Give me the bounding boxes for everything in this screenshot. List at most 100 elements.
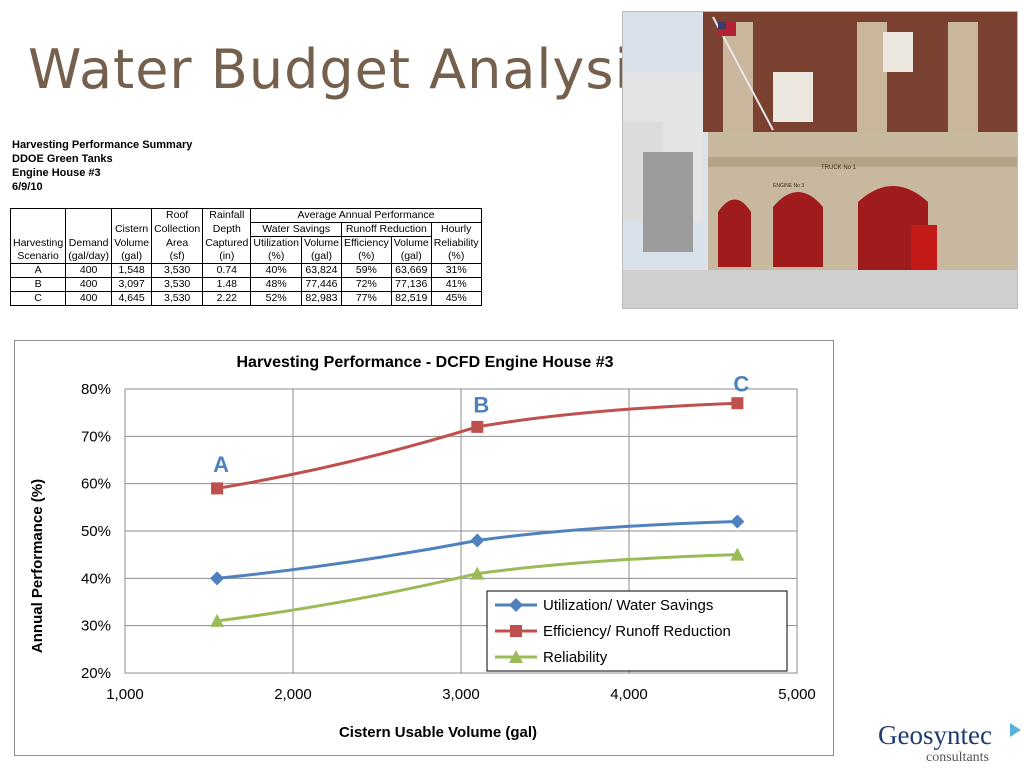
x-axis-label: Cistern Usable Volume (gal)	[339, 724, 537, 741]
table-cell: C	[9, 291, 67, 306]
point-annotation: A	[213, 452, 229, 477]
table-header-cell: Area	[151, 236, 204, 250]
data-point	[730, 514, 745, 529]
table-cell: 400	[65, 277, 113, 292]
table-header-cell: (%)	[340, 250, 392, 264]
performance-table: Roof Rainfall Average Annual Performance…	[9, 208, 482, 306]
table-cell: 3,530	[151, 263, 204, 278]
table-cell: 48%	[250, 277, 302, 292]
table-header-cell	[9, 208, 67, 223]
data-point	[471, 420, 484, 433]
data-point	[210, 571, 225, 586]
summary-line: 6/9/10	[12, 181, 43, 193]
table-header-cell: Scenario	[9, 250, 67, 264]
table-header-cell: Utilization	[250, 236, 302, 250]
x-tick-label: 4,000	[610, 686, 648, 703]
y-tick-label: 70%	[81, 428, 111, 445]
table-cell: 45%	[430, 291, 482, 306]
data-point	[730, 547, 745, 561]
y-axis-label: Annual Performance (%)	[29, 479, 46, 653]
table-cell: 1,548	[111, 263, 153, 278]
y-tick-label: 80%	[81, 381, 111, 398]
y-tick-label: 60%	[81, 476, 111, 493]
engine-house-photo-drawing: TRUCK No 1 ENGINE No 3	[623, 12, 1017, 308]
table-cell: 59%	[340, 263, 392, 278]
logo-triangle-icon	[1010, 723, 1021, 737]
table-header-cell: Demand	[65, 236, 113, 250]
plot-area	[124, 388, 798, 674]
table-header-cell: Cistern	[111, 222, 153, 237]
table-cell: 63,669	[390, 263, 432, 278]
engine-sign: ENGINE No 3	[773, 183, 804, 189]
table-header-cell: Reliability	[430, 236, 482, 250]
table-cell: 72%	[340, 277, 392, 292]
table-header-cell: Collection	[151, 222, 204, 237]
table-header-cell: (gal)	[300, 250, 342, 264]
y-tick-label: 20%	[81, 665, 111, 682]
logo-name: Geosyntec	[878, 720, 992, 750]
table-cell: 63,824	[300, 263, 342, 278]
table-header-cell: (gal)	[111, 250, 153, 264]
x-tick-label: 2,000	[274, 686, 312, 703]
sub-group-header: Runoff Reduction	[340, 222, 432, 237]
table-cell: 0.74	[202, 263, 252, 278]
table-header-cell: (sf)	[151, 250, 204, 264]
table-header-cell: (gal)	[390, 250, 432, 264]
sub-group-header: Water Savings	[250, 222, 342, 237]
table-header-cell: (%)	[430, 250, 482, 264]
table-header-cell: Harvesting	[9, 236, 67, 250]
table-header-cell	[111, 208, 153, 223]
point-annotation: B	[473, 393, 489, 418]
table-cell: 52%	[250, 291, 302, 306]
table-cell: 31%	[430, 263, 482, 278]
annotations: A B C	[213, 371, 749, 476]
point-annotation: C	[733, 371, 749, 396]
x-tick-label: 1,000	[106, 686, 144, 703]
table-header-cell: Volume	[390, 236, 432, 250]
table-cell: 4,645	[111, 291, 153, 306]
table-cell: 3,530	[151, 291, 204, 306]
table-header-cell: Hourly	[430, 222, 482, 237]
data-point	[210, 613, 225, 627]
slide-title: Water Budget Analysis	[28, 38, 660, 101]
table-header-cell: (in)	[202, 250, 252, 264]
table-header-cell: Efficiency	[340, 236, 392, 250]
data-point	[470, 566, 485, 580]
table-header-cell: Volume	[300, 236, 342, 250]
legend-swatch-marker	[509, 598, 523, 612]
table-cell: 40%	[250, 263, 302, 278]
table-header-cell	[9, 222, 67, 237]
series-layer	[210, 397, 745, 627]
legend-swatch-marker	[510, 625, 522, 637]
legend-entry: Efficiency/ Runoff Reduction	[543, 623, 731, 640]
table-header-cell: Depth	[202, 222, 252, 237]
table-row: C 400 4,645 3,530 2.22 52% 82,983 77% 82…	[9, 291, 482, 306]
table-cell: 400	[65, 263, 113, 278]
table-header-cell	[65, 208, 113, 223]
y-tick-label: 50%	[81, 523, 111, 540]
table-header-cell	[65, 222, 113, 237]
table-cell: 77,136	[390, 277, 432, 292]
summary-line: Harvesting Performance Summary	[12, 139, 193, 151]
truck-sign: TRUCK No 1	[821, 165, 857, 171]
x-tick-label: 5,000	[778, 686, 816, 703]
summary-line: Engine House #3	[12, 167, 101, 179]
engine-house-photo: TRUCK No 1 ENGINE No 3	[622, 11, 1018, 309]
legend: Utilization/ Water Savings Efficiency/ Ru…	[486, 590, 788, 672]
geosyntec-logo: Geosyntec consultants	[878, 720, 1021, 765]
summary-block: Harvesting Performance Summary DDOE Gree…	[12, 138, 192, 194]
performance-chart: Harvesting Performance - DCFD Engine Hou…	[29, 354, 816, 741]
table-cell: 41%	[430, 277, 482, 292]
table-header-cell: Volume	[111, 236, 153, 250]
table-row: B 400 3,097 3,530 1.48 48% 77,446 72% 77…	[9, 277, 482, 292]
table-cell: 1.48	[202, 277, 252, 292]
table-header-cell: (gal/day)	[65, 250, 113, 264]
data-point	[211, 482, 224, 495]
legend-entry: Reliability	[543, 649, 608, 666]
table-cell: 3,097	[111, 277, 153, 292]
chart-title: Harvesting Performance - DCFD Engine Hou…	[237, 354, 614, 371]
table-cell: B	[9, 277, 67, 292]
y-tick-label: 40%	[81, 570, 111, 587]
table-cell: 400	[65, 291, 113, 306]
table-header-cell: Rainfall	[202, 208, 252, 223]
